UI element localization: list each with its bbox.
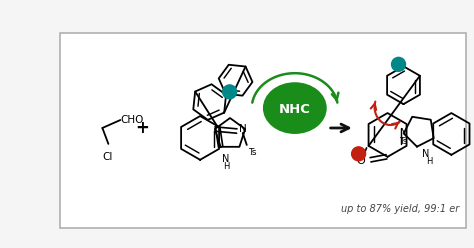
Bar — [60, 33, 466, 228]
Circle shape — [392, 57, 405, 71]
Text: +: + — [136, 119, 149, 137]
Text: N: N — [422, 149, 429, 159]
Ellipse shape — [263, 82, 327, 134]
Circle shape — [223, 85, 237, 99]
Text: Ts: Ts — [399, 137, 408, 146]
Text: Ts: Ts — [248, 148, 256, 157]
Text: N: N — [239, 124, 246, 134]
Text: NHC: NHC — [279, 103, 311, 116]
Text: O: O — [357, 156, 365, 166]
Text: up to 87% yield, 99:1 er: up to 87% yield, 99:1 er — [341, 205, 459, 215]
Text: H: H — [223, 162, 229, 171]
Text: H: H — [426, 157, 433, 166]
Text: Cl: Cl — [102, 152, 112, 162]
Circle shape — [352, 147, 365, 161]
Text: N: N — [222, 154, 230, 164]
Text: CHO: CHO — [120, 115, 144, 125]
Text: N: N — [400, 128, 408, 138]
